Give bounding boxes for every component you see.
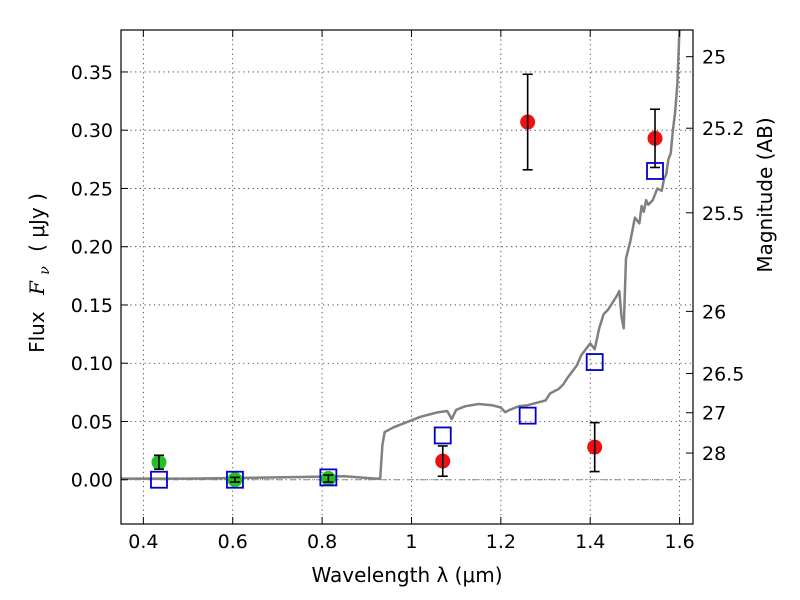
y-axis-title-unit: ( μJy ) bbox=[25, 193, 49, 252]
model-bandpass-square bbox=[518, 406, 537, 425]
axis-ticks: 0.4 0.6 0.8 1 1.2 1.4 1.6 0.00 0.05 0.10 0.15 0.20 0… bbox=[71, 30, 744, 553]
x-tick-label: 1.6 bbox=[664, 531, 694, 553]
model-bandpass-square bbox=[319, 468, 338, 487]
right-tick-label: 26 bbox=[702, 301, 726, 323]
model-bandpass-square bbox=[150, 470, 168, 489]
right-tick-label: 27 bbox=[702, 403, 726, 425]
model-bandpass-square bbox=[433, 426, 452, 445]
model-spectrum-line bbox=[121, 30, 681, 480]
y-axis-title-subscript: ν bbox=[37, 266, 53, 275]
y-axis-title: Flux F ν ( μJy ) bbox=[25, 193, 54, 353]
x-tick-label: 0.4 bbox=[128, 531, 158, 553]
y-tick-label: 0.35 bbox=[71, 62, 113, 84]
x-tick-label: 1 bbox=[405, 531, 417, 553]
right-tick-label: 25.2 bbox=[702, 118, 744, 140]
model-bandpass-square bbox=[646, 162, 664, 180]
model-bandpass-square bbox=[226, 470, 244, 489]
x-tick-label: 0.8 bbox=[307, 531, 337, 553]
right-axis-title: Magnitude (AB) bbox=[753, 117, 777, 272]
y-tick-label: 0.15 bbox=[71, 295, 113, 317]
right-tick-label: 25.5 bbox=[702, 203, 744, 225]
y-tick-label: 0.00 bbox=[71, 470, 113, 492]
y-tick-label: 0.20 bbox=[71, 237, 113, 259]
right-tick-label: 25 bbox=[702, 47, 726, 69]
right-tick-label: 26.5 bbox=[702, 363, 744, 385]
x-axis-title: Wavelength λ (μm) bbox=[311, 563, 502, 587]
axes-frame bbox=[120, 29, 694, 525]
right-tick-label: 28 bbox=[702, 443, 726, 465]
x-tick-label: 0.6 bbox=[218, 531, 248, 553]
y-tick-label: 0.25 bbox=[71, 178, 113, 200]
y-axis-title-word: Flux bbox=[25, 311, 49, 353]
x-tick-label: 1.4 bbox=[575, 531, 605, 553]
y-tick-label: 0.05 bbox=[71, 411, 113, 433]
y-tick-label: 0.30 bbox=[71, 120, 113, 142]
model-bandpass-square bbox=[585, 353, 604, 371]
x-tick-label: 1.2 bbox=[486, 531, 516, 553]
plot-area bbox=[121, 30, 693, 489]
y-axis-title-symbol: F bbox=[25, 280, 49, 296]
y-tick-label: 0.10 bbox=[71, 353, 113, 375]
